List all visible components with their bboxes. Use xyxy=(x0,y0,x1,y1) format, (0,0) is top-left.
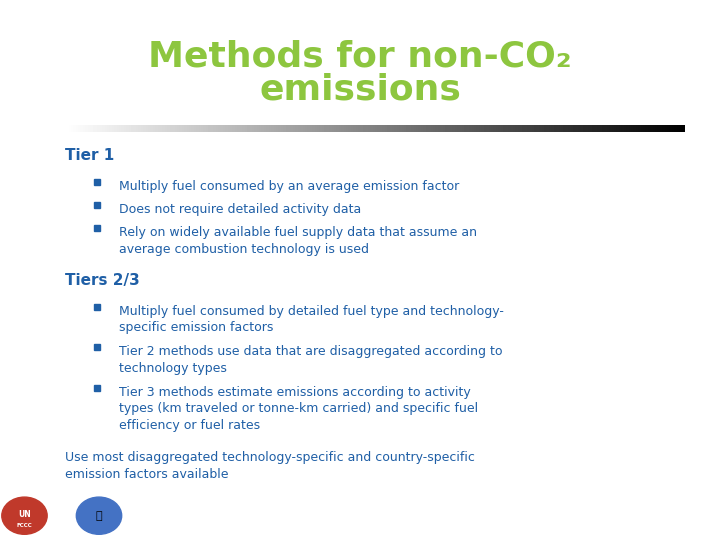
Text: Rely on widely available fuel supply data that assume an
average combustion tech: Rely on widely available fuel supply dat… xyxy=(119,226,477,256)
Text: Multiply fuel consumed by an average emission factor: Multiply fuel consumed by an average emi… xyxy=(119,180,459,193)
Circle shape xyxy=(2,497,48,534)
Text: 35: 35 xyxy=(685,510,702,523)
Text: Tier 1: Tier 1 xyxy=(65,148,114,164)
Text: UNITED NATIONS FRAMEWORK CONVENTION ON CLIMATE CHANGE: UNITED NATIONS FRAMEWORK CONVENTION ON C… xyxy=(230,512,519,521)
Text: Methods for non-CO₂: Methods for non-CO₂ xyxy=(148,40,572,73)
Text: FCCC: FCCC xyxy=(17,523,32,528)
Text: Tier 2 methods use data that are disaggregated according to
technology types: Tier 2 methods use data that are disaggr… xyxy=(119,345,503,375)
Text: Tiers 2/3: Tiers 2/3 xyxy=(65,273,140,288)
Text: 🌐: 🌐 xyxy=(96,511,102,521)
Text: emissions: emissions xyxy=(259,72,461,106)
Text: Does not require detailed activity data: Does not require detailed activity data xyxy=(119,203,361,216)
Circle shape xyxy=(76,497,122,534)
Text: Tier 3 methods estimate emissions according to activity
types (km traveled or to: Tier 3 methods estimate emissions accord… xyxy=(119,386,478,431)
Text: Multiply fuel consumed by detailed fuel type and technology-
specific emission f: Multiply fuel consumed by detailed fuel … xyxy=(119,305,504,334)
Text: UN: UN xyxy=(18,510,31,519)
Text: Use most disaggregated technology-specific and country-specific
emission factors: Use most disaggregated technology-specif… xyxy=(65,451,474,481)
